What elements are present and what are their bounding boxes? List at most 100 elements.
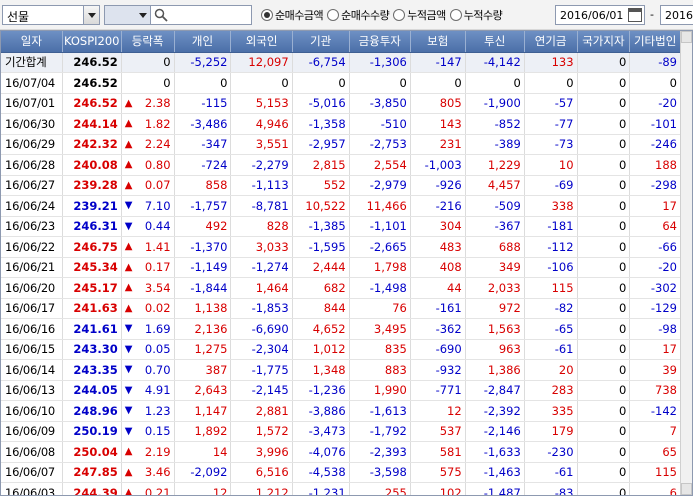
table-row[interactable]: 16/06/20 245.17 ▲ 3.54 -1,844 1,464 682 -1,498 4… xyxy=(1,277,681,299)
cell-government: 0 xyxy=(577,462,631,483)
date-to-field[interactable]: 2016/ xyxy=(660,5,693,25)
column-header[interactable]: KOSPI200 xyxy=(62,31,122,53)
cell-insurance: 0 xyxy=(410,72,466,94)
cell-pension: -61 xyxy=(524,462,578,483)
cell-insurance: 12 xyxy=(410,400,466,422)
table-row[interactable]: 16/06/28 240.08 ▲ 0.80 -724 -2,279 2,815 2,554-… xyxy=(1,154,681,176)
cell-change: ▲ 0.07 xyxy=(121,175,175,196)
down-triangle-icon: ▼ xyxy=(124,425,133,437)
table-row[interactable]: 16/06/09 250.19 ▼ 0.15 1,892 1,572 -3,473 -1,79… xyxy=(1,421,681,442)
radio-dot[interactable] xyxy=(449,9,462,21)
cell-insurance: 581 xyxy=(410,441,466,463)
cell-investment-trust: -367 xyxy=(465,216,525,237)
table-row[interactable]: 16/06/15 243.30 ▼ 0.05 1,275 -2,304 1,012 835 -6… xyxy=(1,339,681,360)
vertical-scrollbar[interactable] xyxy=(680,31,692,495)
cell-foreign: 1,464 xyxy=(230,277,293,299)
table-row[interactable]: 16/06/10 248.96 ▼ 1.23 1,147 2,881 -3,886 -1,61… xyxy=(1,400,681,422)
radio-cumulative-amount[interactable]: 누적금액 xyxy=(393,7,446,23)
cell-government: 0 xyxy=(577,195,631,217)
cell-government: 0 xyxy=(577,277,631,299)
cell-kospi200: 244.39 xyxy=(62,482,122,495)
cell-investment-trust: 1,386 xyxy=(465,359,525,381)
cell-insurance: -926 xyxy=(410,175,466,196)
radio-dot[interactable] xyxy=(327,9,340,21)
table-row[interactable]: 16/06/27 239.28 ▲ 0.07 858 -1,113 552 -2,979 -92… xyxy=(1,175,681,196)
column-header[interactable]: 국가지자 xyxy=(577,31,631,53)
radio-net-quantity[interactable]: 순매수수량 xyxy=(327,7,390,23)
cell-individual: -1,844 xyxy=(174,277,232,299)
table-row[interactable]: 16/06/13 244.05 ▼ 4.91 2,643 -2,145 -1,236 1,99… xyxy=(1,380,681,401)
cell-other-corp: -89 xyxy=(629,52,681,73)
chevron-down-icon[interactable] xyxy=(83,6,99,24)
table-row[interactable]: 16/06/07 247.85 ▲ 3.46 -2,092 6,516 -4,538 -3,5… xyxy=(1,462,681,483)
column-header[interactable]: 외국인 xyxy=(230,31,293,53)
column-header[interactable]: 기타법인 xyxy=(629,31,681,53)
table-row[interactable]: 16/07/01 246.52 ▲ 2.38 -115 5,153 -5,016 -3,850… xyxy=(1,93,681,114)
cell-foreign: 2,881 xyxy=(230,400,293,422)
cell-government: 0 xyxy=(577,175,631,196)
chevron-down-icon[interactable] xyxy=(136,6,150,24)
cell-investment-trust: -4,142 xyxy=(465,52,525,73)
cell-foreign: 828 xyxy=(230,216,293,237)
cell-individual: 858 xyxy=(174,175,232,196)
column-header[interactable]: 일자 xyxy=(1,31,63,53)
cell-investment-trust: 688 xyxy=(465,236,525,258)
investor-trading-grid: 일자 KOSPI200 등락폭 개인 외국인 기관 금융투자 보험 투신 연기금 국가지자 기타법인 … xyxy=(0,30,693,496)
cell-financial-investment: -510 xyxy=(349,113,411,135)
scroll-down-button[interactable] xyxy=(681,483,692,495)
cell-institution: 0 xyxy=(292,72,350,94)
cell-financial-investment: 3,495 xyxy=(349,318,411,340)
radio-cumulative-quantity[interactable]: 누적수량 xyxy=(449,7,503,23)
cell-other-corp: -20 xyxy=(629,93,681,114)
column-header[interactable]: 개인 xyxy=(174,31,232,53)
cell-date: 16/06/23 xyxy=(1,216,63,237)
cell-individual: 1,892 xyxy=(174,421,232,442)
cell-other-corp: 0 xyxy=(629,72,681,94)
up-triangle-icon: ▲ xyxy=(124,487,133,496)
table-row[interactable]: 16/06/24 239.21 ▼ 7.10 -1,757 -8,781 10,522 11,… xyxy=(1,195,681,217)
column-header[interactable]: 등락폭 xyxy=(121,31,175,53)
cell-date: 16/06/09 xyxy=(1,421,63,442)
column-header[interactable]: 기관 xyxy=(292,31,350,53)
cell-pension: 179 xyxy=(524,421,578,442)
table-row[interactable]: 16/06/03 244.39 ▲ 0.21 12 1,212 -1,231 255 102 -1… xyxy=(1,482,681,496)
cell-government: 0 xyxy=(577,72,631,94)
table-row[interactable]: 16/06/22 246.75 ▲ 1.41 -1,370 3,033 -1,595 -2,6… xyxy=(1,236,681,258)
cell-institution: -1,236 xyxy=(292,380,350,401)
cell-government: 0 xyxy=(577,216,631,237)
date-from-field[interactable]: 2016/06/01 xyxy=(555,5,645,25)
column-header[interactable]: 투신 xyxy=(465,31,525,53)
cell-investment-trust: 972 xyxy=(465,298,525,319)
table-row[interactable]: 16/06/30 244.14 ▲ 1.82 -3,486 4,946 -1,358 -510… xyxy=(1,113,681,135)
column-header[interactable]: 보험 xyxy=(410,31,466,53)
table-row[interactable]: 16/06/08 250.04 ▲ 2.19 14 3,996 -4,076 -2,393 58… xyxy=(1,441,681,463)
cell-foreign: 1,212 xyxy=(230,482,293,495)
column-header[interactable]: 연기금 xyxy=(524,31,578,53)
date-separator: - xyxy=(650,8,654,21)
cell-investment-trust: -1,633 xyxy=(465,441,525,463)
down-triangle-icon: ▼ xyxy=(124,200,133,212)
table-row[interactable]: 16/06/14 243.35 ▼ 0.70 387 -1,775 1,348 883 -932… xyxy=(1,359,681,381)
radio-dot[interactable] xyxy=(261,9,273,21)
radio-net-amount[interactable]: 순매수금액 xyxy=(261,7,324,23)
table-row[interactable]: 16/06/16 241.61 ▼ 1.69 2,136 -6,690 4,652 3,495… xyxy=(1,318,681,340)
table-row[interactable]: 16/06/17 241.63 ▲ 0.02 1,138 -1,853 844 76 -161 9… xyxy=(1,298,681,319)
radio-dot[interactable] xyxy=(393,9,406,21)
radio-label: 순매수수량 xyxy=(341,9,390,22)
cell-foreign: -1,853 xyxy=(230,298,293,319)
table-row[interactable]: 16/06/23 246.31 ▼ 0.44 492 828 -1,385 -1,101 304… xyxy=(1,216,681,237)
table-row[interactable]: 기간합계 246.52 0 -5,252 12,097 -6,754 -1,306 -147-… xyxy=(1,52,681,73)
down-triangle-icon: ▼ xyxy=(124,323,133,335)
code-search[interactable] xyxy=(104,5,252,25)
market-select[interactable]: 선물 xyxy=(2,5,100,25)
search-icon[interactable] xyxy=(154,8,168,22)
scroll-up-button[interactable] xyxy=(681,31,692,43)
table-row[interactable]: 16/07/04 246.52 0 0 0 0 0 0 0 0 0 0 xyxy=(1,72,681,94)
code-dropdown[interactable] xyxy=(105,6,151,24)
cell-date: 16/06/08 xyxy=(1,441,63,463)
cell-other-corp: -101 xyxy=(629,113,681,135)
calendar-icon[interactable] xyxy=(628,8,642,22)
column-header[interactable]: 금융투자 xyxy=(349,31,411,53)
table-row[interactable]: 16/06/21 245.34 ▲ 0.17 -1,149 -1,274 2,444 1,79… xyxy=(1,257,681,278)
table-row[interactable]: 16/06/29 242.32 ▲ 2.24 -347 3,551 -2,957 -2,753… xyxy=(1,134,681,155)
